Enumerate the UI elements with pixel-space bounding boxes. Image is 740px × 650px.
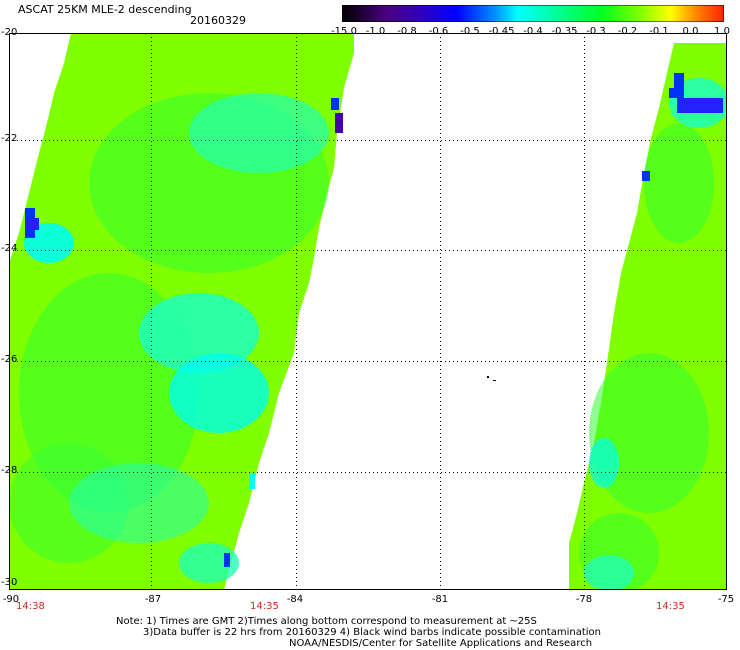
- lat-label: -24: [1, 243, 18, 254]
- swath-left: [9, 33, 354, 590]
- colorbar: [341, 4, 725, 23]
- aqua-patch: [139, 293, 259, 373]
- blue-cell: [331, 98, 339, 110]
- colorbar-label: -0.5: [460, 26, 480, 37]
- colorbar-swatches: [341, 4, 725, 23]
- blue-cell: [674, 73, 684, 98]
- lon-label: -75: [717, 594, 735, 605]
- colorbar-label: -0.2: [617, 26, 638, 37]
- footnote-line: Note: 1) Times are GMT 2)Times along bot…: [116, 616, 537, 627]
- swath-right: [569, 43, 727, 590]
- green-patch: [644, 123, 714, 243]
- cyan-patch: [169, 353, 269, 433]
- lon-label: -81: [431, 594, 449, 605]
- lon-label: -78: [575, 594, 593, 605]
- cyan-cell: [249, 473, 255, 489]
- lon-label: -87: [144, 594, 162, 605]
- lon-label: -84: [286, 594, 304, 605]
- lat-label: -22: [1, 133, 18, 144]
- contamination-marks: [487, 376, 496, 381]
- blue-cell: [224, 553, 230, 567]
- aqua-patch: [584, 555, 634, 590]
- aqua-patch: [69, 463, 209, 543]
- colorbar-label: 1.0: [714, 26, 730, 37]
- colorbar-label: -1.0: [365, 26, 386, 37]
- lon-label: -90: [2, 594, 20, 605]
- lat-label: -20: [1, 27, 18, 38]
- map-date: 20160329: [190, 14, 246, 27]
- colorbar-label: -0.6: [428, 26, 449, 37]
- blue-cell: [669, 88, 681, 98]
- lat-label: -28: [1, 465, 18, 476]
- footnote-line: 3)Data buffer is 22 hrs from 20160329 4)…: [143, 627, 601, 638]
- footnote-line: NOAA/NESDIS/Center for Satellite Applica…: [289, 638, 593, 649]
- map-title: ASCAT 25KM MLE-2 descending: [18, 3, 192, 16]
- colorbar-label: -15.0: [331, 26, 357, 37]
- green-patch: [589, 353, 709, 513]
- violet-cell: [335, 113, 343, 133]
- lat-label: -30: [1, 577, 18, 588]
- colorbar-label: -0.45: [488, 26, 515, 37]
- blue-cell: [642, 171, 650, 181]
- colorbar-label: -0.4: [523, 26, 543, 37]
- lat-label: -26: [1, 354, 18, 365]
- aqua-patch: [189, 93, 329, 173]
- colorbar-label: 0.0: [682, 26, 699, 37]
- navy-cell: [25, 218, 39, 230]
- colorbar-label: -0.35: [551, 26, 578, 37]
- map-plot: [9, 33, 727, 590]
- time-label: 14:35: [656, 601, 685, 612]
- colorbar-label: -0.3: [586, 26, 606, 37]
- time-label: 14:38: [16, 601, 45, 612]
- time-label: 14:35: [250, 601, 279, 612]
- colorbar-label: -0.8: [397, 26, 417, 37]
- navy-cell: [677, 98, 723, 113]
- cyan-patch: [24, 223, 74, 263]
- colorbar-label: -0.1: [649, 26, 669, 37]
- map-frame: [9, 33, 727, 590]
- cyan-patch: [589, 438, 619, 488]
